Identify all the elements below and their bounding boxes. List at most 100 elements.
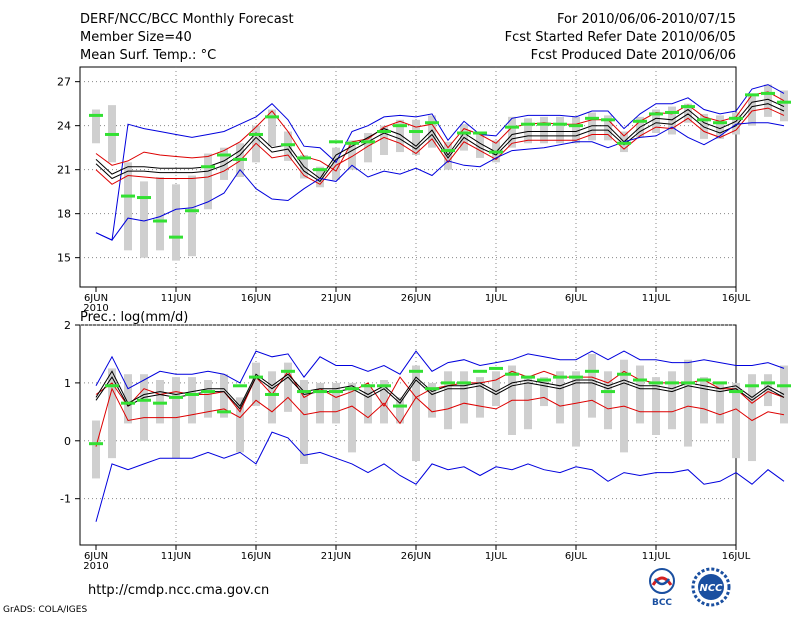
ensemble-box — [412, 119, 420, 155]
median-mark — [249, 132, 263, 136]
source-url[interactable]: http://cmdp.ncc.cma.gov.cn — [88, 583, 270, 598]
median-mark — [409, 369, 423, 373]
median-mark — [201, 165, 215, 169]
precip-label: Prec.: log(mm/d) — [80, 310, 188, 325]
x-year-label: 2010 — [83, 303, 108, 314]
ensemble-box — [332, 147, 340, 180]
median-mark — [473, 369, 487, 373]
median-mark — [521, 375, 535, 379]
ensemble-box — [780, 90, 788, 122]
ensemble-box — [220, 147, 228, 180]
median-mark — [377, 130, 391, 134]
median-mark — [121, 401, 135, 405]
median-mark — [233, 384, 247, 388]
ensemble-box — [428, 115, 436, 148]
median-mark — [521, 122, 535, 126]
ensemble-box — [412, 365, 420, 462]
median-mark — [569, 375, 583, 379]
median-mark — [441, 381, 455, 385]
median-mark — [761, 91, 775, 95]
median-mark — [617, 141, 631, 145]
median-mark — [665, 110, 679, 114]
chart-title: DERF/NCC/BCC Monthly Forecast — [80, 12, 294, 27]
ensemble-box — [572, 116, 580, 144]
median-mark — [265, 115, 279, 119]
median-mark — [777, 384, 791, 388]
series-line-mean — [95, 376, 785, 410]
median-mark — [121, 194, 135, 198]
ensemble-box — [524, 377, 532, 430]
ensemble-box — [572, 371, 580, 447]
median-mark — [633, 378, 647, 382]
median-mark — [713, 121, 727, 125]
ensemble-box — [364, 385, 372, 424]
median-mark — [217, 153, 231, 157]
ensemble-box — [524, 118, 532, 144]
ensemble-box — [476, 377, 484, 418]
median-mark — [489, 150, 503, 154]
median-mark — [153, 219, 167, 223]
x-tick-label: 1JUL — [485, 293, 508, 304]
ensemble-box — [748, 374, 756, 462]
ensemble-box — [652, 377, 660, 435]
median-mark — [569, 124, 583, 128]
median-mark — [329, 390, 343, 394]
ensemble-box — [636, 365, 644, 424]
median-mark — [137, 398, 151, 402]
y-tick-label: 21 — [57, 164, 71, 177]
median-mark — [217, 410, 231, 414]
ensemble-box — [124, 162, 132, 251]
ensemble-box — [460, 371, 468, 424]
ensemble-box — [716, 115, 724, 139]
median-mark — [537, 122, 551, 126]
median-mark — [249, 375, 263, 379]
series-line-max — [95, 431, 785, 522]
median-mark — [393, 124, 407, 128]
panel-temperature: 6JUN 11JUN 16JUN 21JUN 26JUN 1JUL 6JUL 11JUL 16J… — [57, 66, 791, 314]
median-mark — [185, 392, 199, 396]
ensemble-box — [540, 116, 548, 144]
ensemble-box — [604, 115, 612, 141]
ensemble-box — [428, 382, 436, 418]
ensemble-box — [252, 362, 260, 407]
y-tick-label: 15 — [57, 252, 71, 265]
median-mark — [745, 93, 759, 97]
variable-label: Mean Surf. Temp.: °C — [80, 48, 217, 63]
ensemble-box — [204, 153, 212, 210]
series-line-p10 — [95, 387, 785, 447]
ensemble-box — [124, 374, 132, 424]
median-mark — [745, 384, 759, 388]
median-mark — [105, 384, 119, 388]
x-tick-label: 16JUL — [722, 551, 751, 562]
ncc-logo: NCC — [691, 567, 731, 607]
median-mark — [761, 381, 775, 385]
median-mark — [361, 384, 375, 388]
ensemble-box — [716, 382, 724, 424]
ensemble-box — [284, 362, 292, 412]
median-mark — [361, 140, 375, 144]
ensemble-box — [492, 371, 500, 407]
ensemble-box — [172, 184, 180, 261]
x-tick-label: 6JUN — [84, 293, 108, 304]
ensemble-box — [348, 382, 356, 453]
y-tick-label: 27 — [57, 76, 71, 89]
median-mark — [681, 381, 695, 385]
ensemble-box — [364, 133, 372, 163]
ensemble-box — [188, 175, 196, 257]
panel-precipitation: 6JUN 11JUN 16JUN 21JUN 26JUN 1JUL 6JUL 11JUL 16J… — [60, 310, 791, 572]
ensemble-box — [652, 109, 660, 133]
median-mark — [649, 381, 663, 385]
ensemble-box — [668, 106, 676, 135]
ensemble-box — [380, 125, 388, 155]
ensemble-box — [108, 368, 116, 459]
median-mark — [425, 387, 439, 391]
ensemble-box — [764, 374, 772, 407]
ensemble-box — [396, 119, 404, 153]
x-tick-label: 1JUL — [485, 551, 508, 562]
median-mark — [457, 381, 471, 385]
plot-frame — [79, 66, 737, 288]
x-tick-label: 11JUN — [161, 551, 191, 562]
median-mark — [409, 130, 423, 134]
ensemble-box — [588, 112, 596, 141]
ensemble-box — [476, 131, 484, 158]
